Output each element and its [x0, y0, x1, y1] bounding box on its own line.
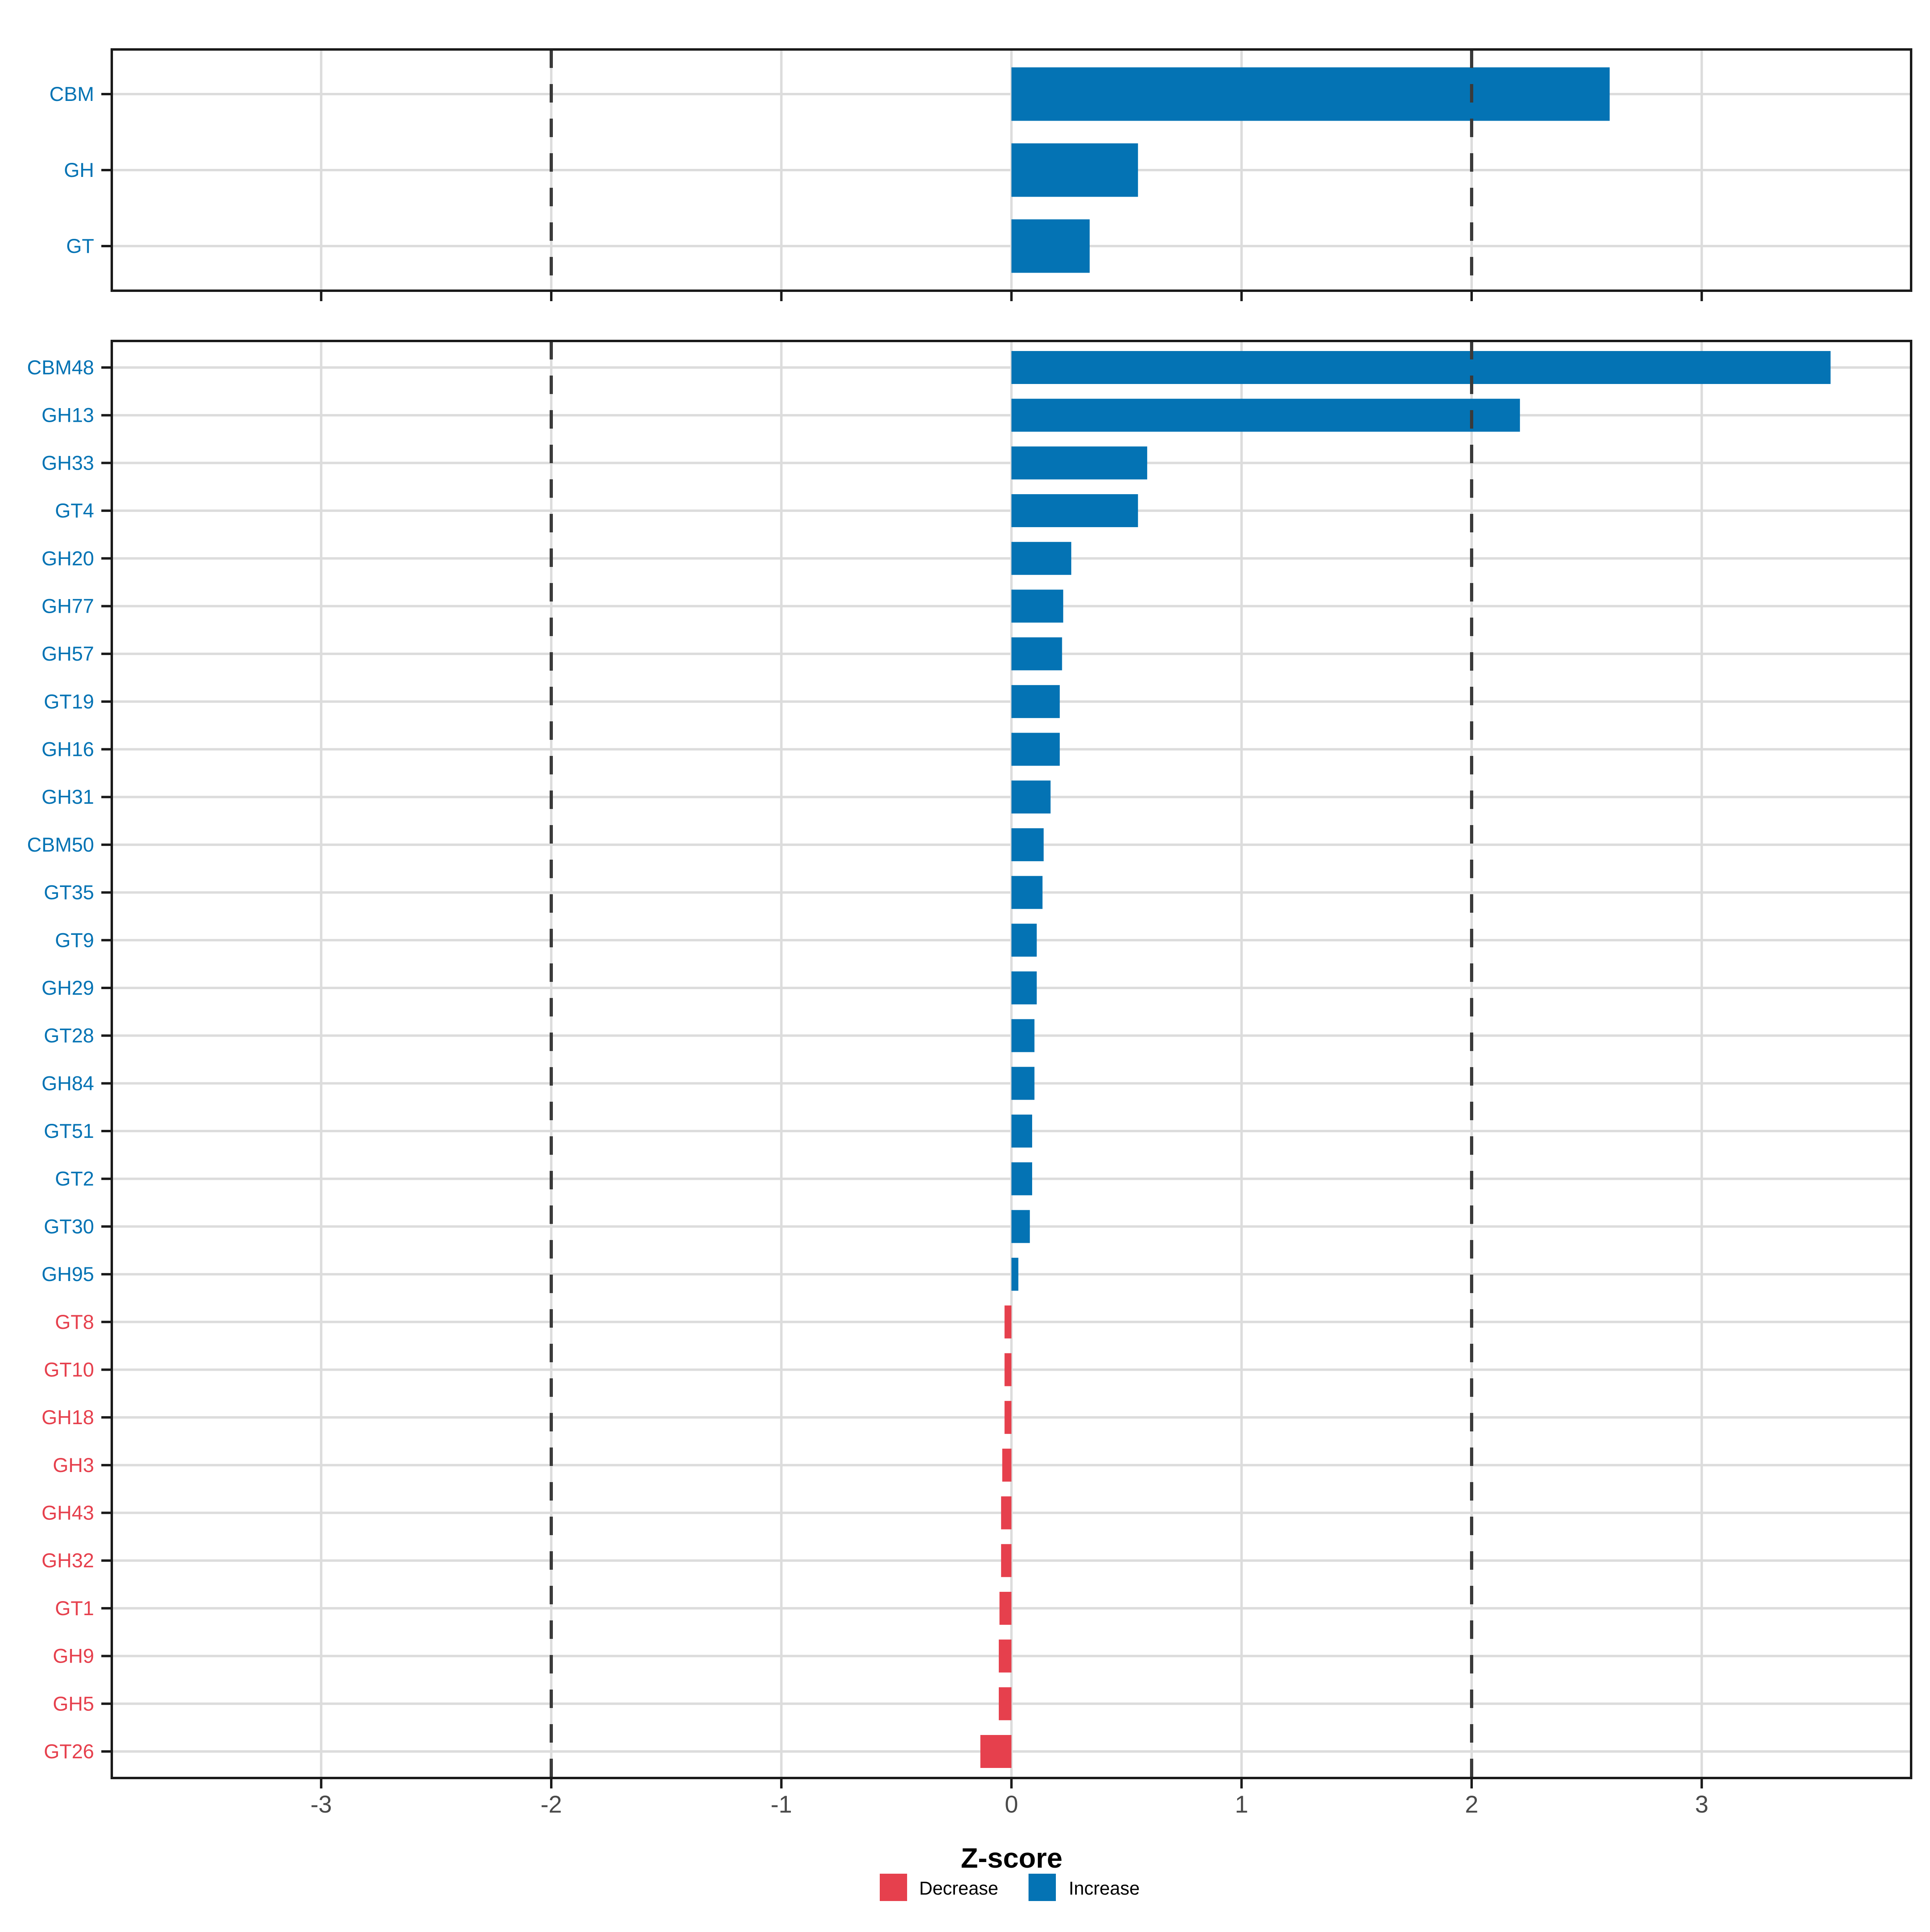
y-label-GH3: GH3: [53, 1454, 94, 1476]
y-label-GH95: GH95: [41, 1263, 94, 1285]
bar-GH29: [1011, 971, 1037, 1004]
bar-GT1: [999, 1591, 1012, 1625]
y-label-GT19: GT19: [44, 690, 94, 713]
y-label-GT51: GT51: [44, 1120, 94, 1142]
y-label-CBM50: CBM50: [27, 834, 94, 856]
top-panel: CBM GH GT: [49, 48, 1912, 301]
y-label-GH32: GH32: [41, 1549, 94, 1572]
bar-GH: [1011, 143, 1138, 197]
x-tick-label-1: 1: [1235, 1791, 1248, 1818]
x-tick-label-2: 2: [1465, 1791, 1478, 1818]
bar-CBM50: [1011, 828, 1044, 861]
bar-GH9: [999, 1639, 1012, 1673]
bar-GT30: [1011, 1210, 1030, 1243]
bar-GH3: [1002, 1448, 1012, 1482]
bar-GH57: [1011, 637, 1062, 671]
bar-GH13: [1011, 398, 1520, 432]
y-label-CBM48: CBM48: [27, 356, 94, 379]
y-label-GT28: GT28: [44, 1025, 94, 1047]
y-label-GH77: GH77: [41, 595, 94, 617]
bar-GH95: [1011, 1258, 1018, 1291]
bar-GH84: [1011, 1067, 1035, 1100]
y-label-CBM: CBM: [49, 83, 94, 105]
y-label-GT1: GT1: [55, 1597, 94, 1620]
y-label-GH29: GH29: [41, 977, 94, 999]
bar-GT4: [1011, 494, 1138, 528]
x-tick-label--1: -1: [771, 1791, 792, 1818]
y-label-GH20: GH20: [41, 547, 94, 570]
bar-GT51: [1011, 1115, 1033, 1148]
y-label-GH5: GH5: [53, 1692, 94, 1715]
bar-GT19: [1011, 685, 1060, 718]
y-label-GH: GH: [64, 159, 94, 181]
legend-swatch-decrease: [880, 1874, 907, 1901]
x-tick-label-3: 3: [1695, 1791, 1708, 1818]
y-label-GT2: GT2: [55, 1168, 94, 1190]
x-axis-title: Z-score: [961, 1842, 1063, 1874]
bottom-panel: CBM48GH13GH33GT4GH20GH77GH57GT19GH16GH31…: [27, 340, 1912, 1818]
y-label-GH9: GH9: [53, 1645, 94, 1667]
bar-GH31: [1011, 780, 1051, 814]
bar-GT10: [1004, 1353, 1012, 1386]
legend-label-decrease: Decrease: [919, 1878, 998, 1899]
y-label-GH16: GH16: [41, 738, 94, 761]
y-label-GT9: GT9: [55, 929, 94, 951]
x-tick-label--2: -2: [540, 1791, 562, 1818]
y-label-GT: GT: [66, 235, 94, 257]
y-label-GH43: GH43: [41, 1502, 94, 1524]
bar-GH5: [999, 1687, 1012, 1721]
y-label-GT30: GT30: [44, 1215, 94, 1238]
bar-GH43: [1001, 1496, 1012, 1530]
bar-GT: [1011, 219, 1090, 273]
y-label-GT10: GT10: [44, 1358, 94, 1381]
y-label-GT35: GT35: [44, 881, 94, 904]
bar-GT8: [1004, 1305, 1012, 1339]
bar-GH33: [1011, 446, 1148, 480]
bar-GT9: [1011, 924, 1037, 957]
bar-GT35: [1011, 876, 1043, 909]
x-tick-label--3: -3: [310, 1791, 332, 1818]
bar-CBM: [1011, 67, 1610, 121]
bar-GH32: [1001, 1544, 1012, 1577]
bar-GH20: [1011, 542, 1072, 575]
y-label-GH84: GH84: [41, 1072, 94, 1094]
legend: Decrease Increase: [880, 1874, 1140, 1901]
x-tick-label-0: 0: [1005, 1791, 1018, 1818]
y-label-GT4: GT4: [55, 499, 94, 522]
y-label-GH57: GH57: [41, 643, 94, 665]
bar-GT26: [980, 1735, 1012, 1768]
y-label-GH18: GH18: [41, 1406, 94, 1429]
y-label-GH13: GH13: [41, 404, 94, 427]
y-label-GH31: GH31: [41, 786, 94, 808]
bar-CBM48: [1011, 351, 1831, 384]
legend-label-increase: Increase: [1069, 1878, 1140, 1899]
y-label-GH33: GH33: [41, 452, 94, 474]
bar-GH18: [1004, 1401, 1012, 1434]
bar-GH16: [1011, 733, 1060, 766]
legend-swatch-increase: [1029, 1874, 1056, 1901]
bar-GH77: [1011, 589, 1064, 623]
bar-GT2: [1011, 1162, 1033, 1195]
y-label-GT8: GT8: [55, 1311, 94, 1333]
y-label-GT26: GT26: [44, 1740, 94, 1763]
bar-GT28: [1011, 1019, 1035, 1052]
